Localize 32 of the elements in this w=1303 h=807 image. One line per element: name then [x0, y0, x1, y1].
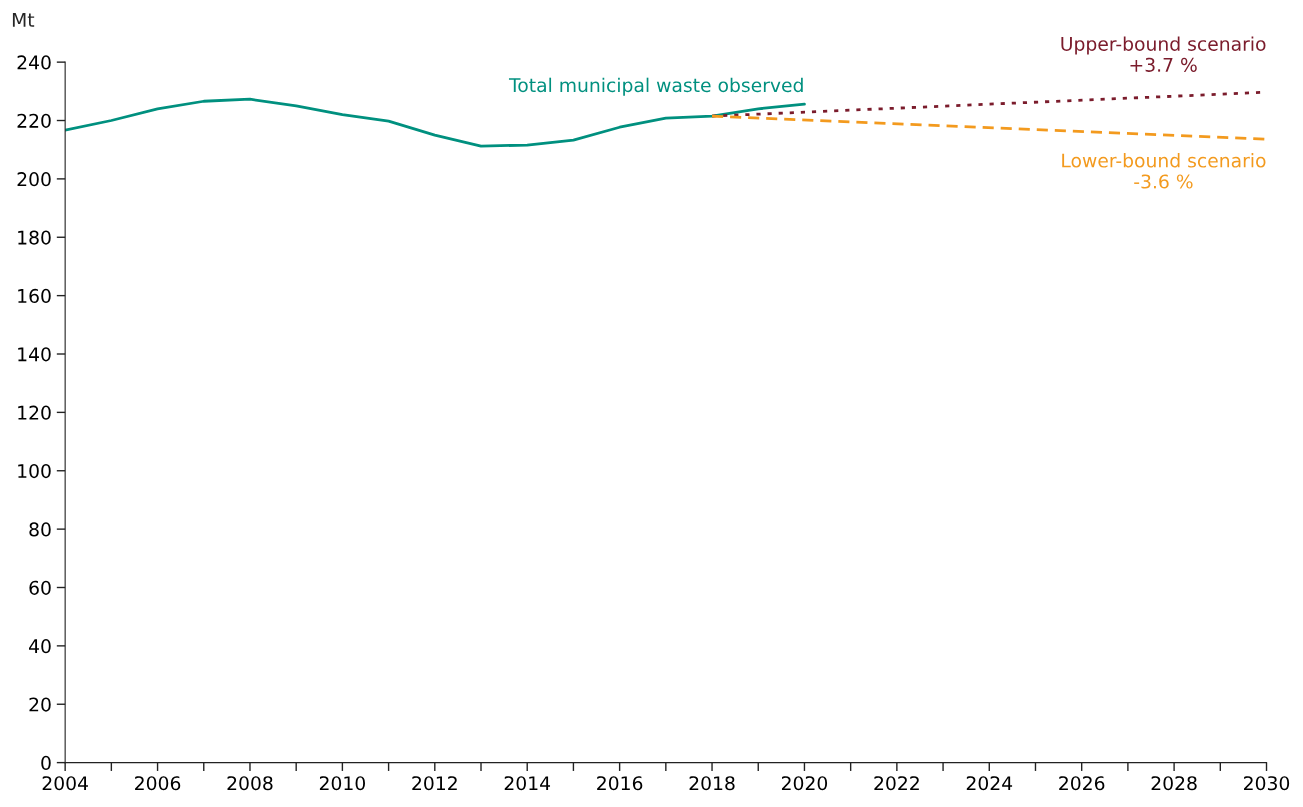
- series-label: Total municipal waste observed: [508, 77, 803, 96]
- y-tick-label: 60: [29, 580, 51, 595]
- x-tick-label: 2010: [319, 776, 365, 791]
- x-tick-label: 2022: [874, 776, 919, 791]
- x-tick-label: 2004: [42, 776, 88, 791]
- x-tick-label: 2008: [227, 776, 273, 791]
- x-tick-label: 2026: [1059, 776, 1105, 791]
- y-tick-label: 160: [18, 288, 51, 304]
- x-tick-label: 2014: [504, 776, 551, 791]
- x-tick-label: 2020: [781, 776, 828, 791]
- y-tick-label: 100: [18, 463, 51, 479]
- x-tick-label: 2024: [966, 776, 1013, 791]
- y-tick-label: 240: [17, 55, 51, 70]
- line-series: [65, 97, 806, 148]
- y-tick-label: 140: [18, 347, 51, 362]
- y-tick-label: 80: [29, 522, 51, 537]
- x-tick-label: 2028: [1151, 776, 1197, 791]
- y-tick-label: 220: [17, 113, 51, 128]
- series-label: Upper-bound scenario +3.7 %: [1061, 36, 1266, 72]
- y-tick-label: 200: [17, 172, 51, 187]
- series-label: Lower-bound scenario -3.6 %: [1062, 153, 1266, 189]
- x-tick-label: 2030: [1244, 776, 1290, 791]
- y-tick-label: 0: [41, 755, 51, 771]
- x-tick-label: 2016: [597, 776, 643, 791]
- y-tick-label: 40: [29, 639, 51, 654]
- x-tick-label: 2018: [689, 776, 735, 791]
- x-tick-label: 2006: [135, 776, 181, 791]
- y-axis-title: Mt: [12, 13, 35, 27]
- y-tick-label: 20: [29, 697, 51, 712]
- y-tick-label: 180: [18, 230, 51, 245]
- y-tick-label: 120: [18, 405, 51, 420]
- x-tick-label: 2012: [412, 776, 457, 791]
